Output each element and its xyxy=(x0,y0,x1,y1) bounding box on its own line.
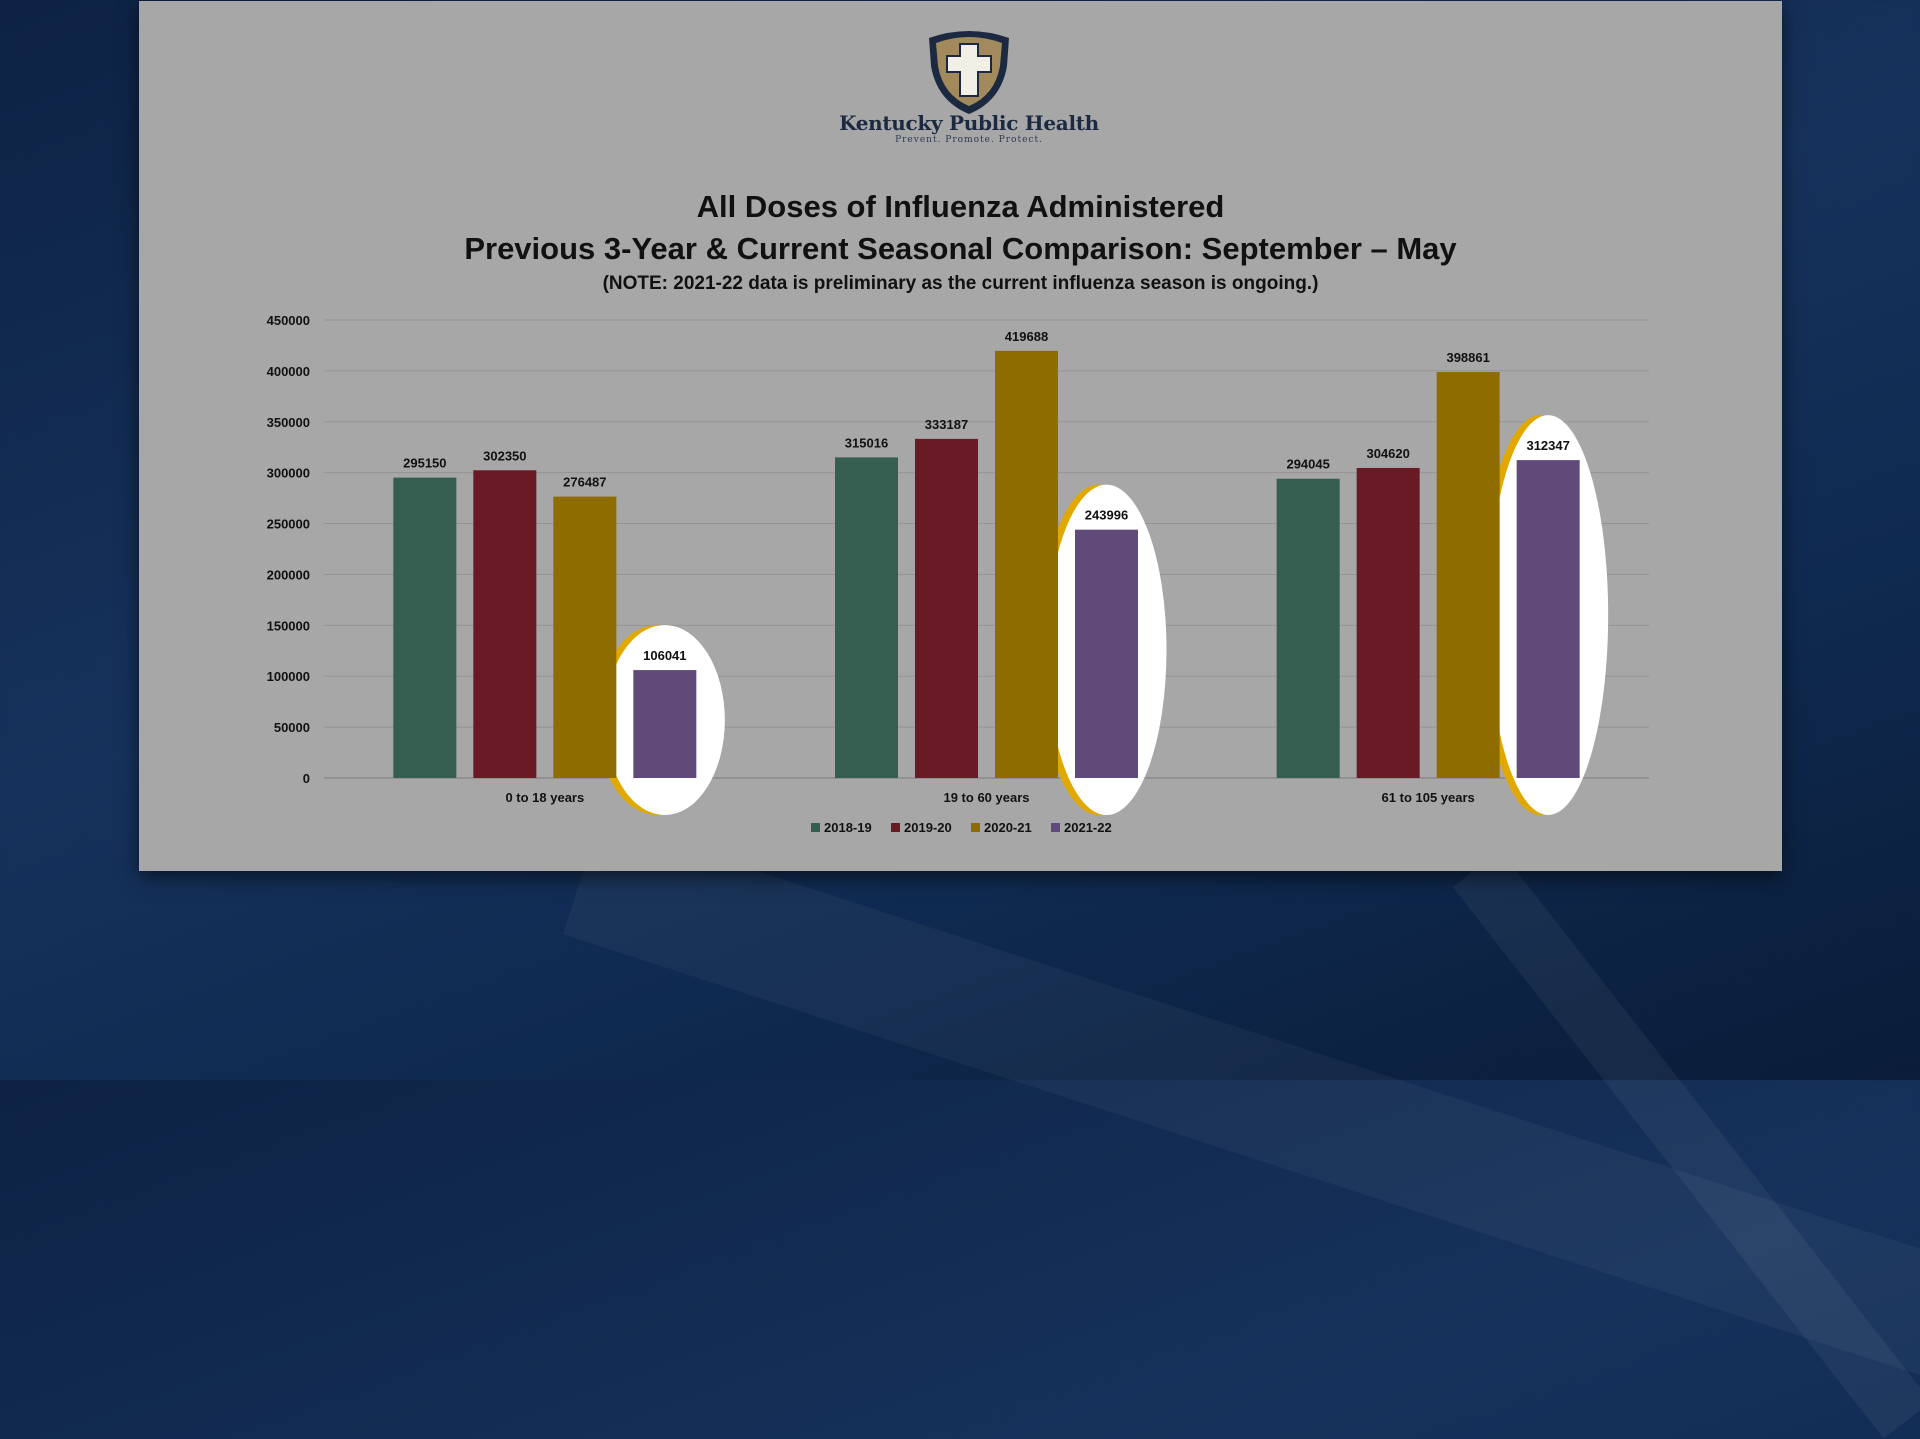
data-label: 312347 xyxy=(1526,438,1569,453)
x-category-label: 19 to 60 years xyxy=(943,790,1029,805)
legend-swatch xyxy=(1051,823,1060,832)
brand-name: Kentucky Public Health xyxy=(839,111,1099,135)
brand-tagline: Prevent. Promote. Protect. xyxy=(895,135,1043,145)
background-stripe xyxy=(562,820,1920,1429)
y-tick-label: 350000 xyxy=(267,415,310,430)
y-tick-label: 0 xyxy=(303,771,310,786)
y-tick-label: 200000 xyxy=(267,567,310,582)
bar xyxy=(1516,460,1580,778)
chart-title: All Doses of Influenza Administered xyxy=(696,189,1225,224)
x-category-label: 61 to 105 years xyxy=(1382,790,1475,805)
data-label: 419688 xyxy=(1005,329,1048,344)
shield-cross-icon xyxy=(929,31,1009,114)
data-label: 333187 xyxy=(925,417,968,432)
x-category-label: 0 to 18 years xyxy=(505,790,584,805)
bar xyxy=(473,470,537,778)
data-label: 398861 xyxy=(1446,350,1489,365)
slide: Kentucky Public Health Prevent. Promote.… xyxy=(139,1,1782,871)
chart-note: (NOTE: 2021-22 data is preliminary as th… xyxy=(602,273,1319,294)
legend-swatch xyxy=(891,823,900,832)
legend-swatch xyxy=(811,823,820,832)
data-label: 276487 xyxy=(563,475,606,490)
data-label: 315016 xyxy=(845,435,888,450)
bar xyxy=(995,350,1058,778)
bar xyxy=(1436,372,1500,778)
y-tick-label: 250000 xyxy=(267,517,310,532)
kentucky-public-health-logo: Kentucky Public Health Prevent. Promote.… xyxy=(819,26,1119,151)
chart-subtitle: Previous 3-Year & Current Seasonal Compa… xyxy=(464,231,1457,266)
y-tick-label: 100000 xyxy=(267,669,310,684)
y-tick-label: 450000 xyxy=(267,313,310,328)
data-label: 294045 xyxy=(1286,457,1329,472)
legend-label: 2020-21 xyxy=(984,820,1032,835)
legend-swatch xyxy=(971,823,980,832)
legend-label: 2018-19 xyxy=(824,820,872,835)
bar xyxy=(1356,467,1420,778)
data-label: 106041 xyxy=(643,648,686,663)
data-label: 243996 xyxy=(1085,508,1128,523)
legend-label: 2021-22 xyxy=(1064,820,1112,835)
bar xyxy=(835,457,898,778)
bar xyxy=(915,438,978,778)
bar xyxy=(1075,529,1138,778)
y-tick-label: 300000 xyxy=(267,466,310,481)
bar-chart: 0 50000 100000 150000 200000 250000 300000 3500… xyxy=(267,313,1649,835)
data-label: 295150 xyxy=(403,456,446,471)
y-tick-label: 150000 xyxy=(267,618,310,633)
y-tick-label: 400000 xyxy=(267,364,310,379)
data-label: 302350 xyxy=(483,448,526,463)
bar xyxy=(553,496,617,778)
bar xyxy=(393,477,457,778)
legend-label: 2019-20 xyxy=(904,820,952,835)
y-tick-label: 50000 xyxy=(274,720,310,735)
data-label: 304620 xyxy=(1366,446,1409,461)
bar xyxy=(1276,478,1340,778)
bar xyxy=(633,670,697,778)
